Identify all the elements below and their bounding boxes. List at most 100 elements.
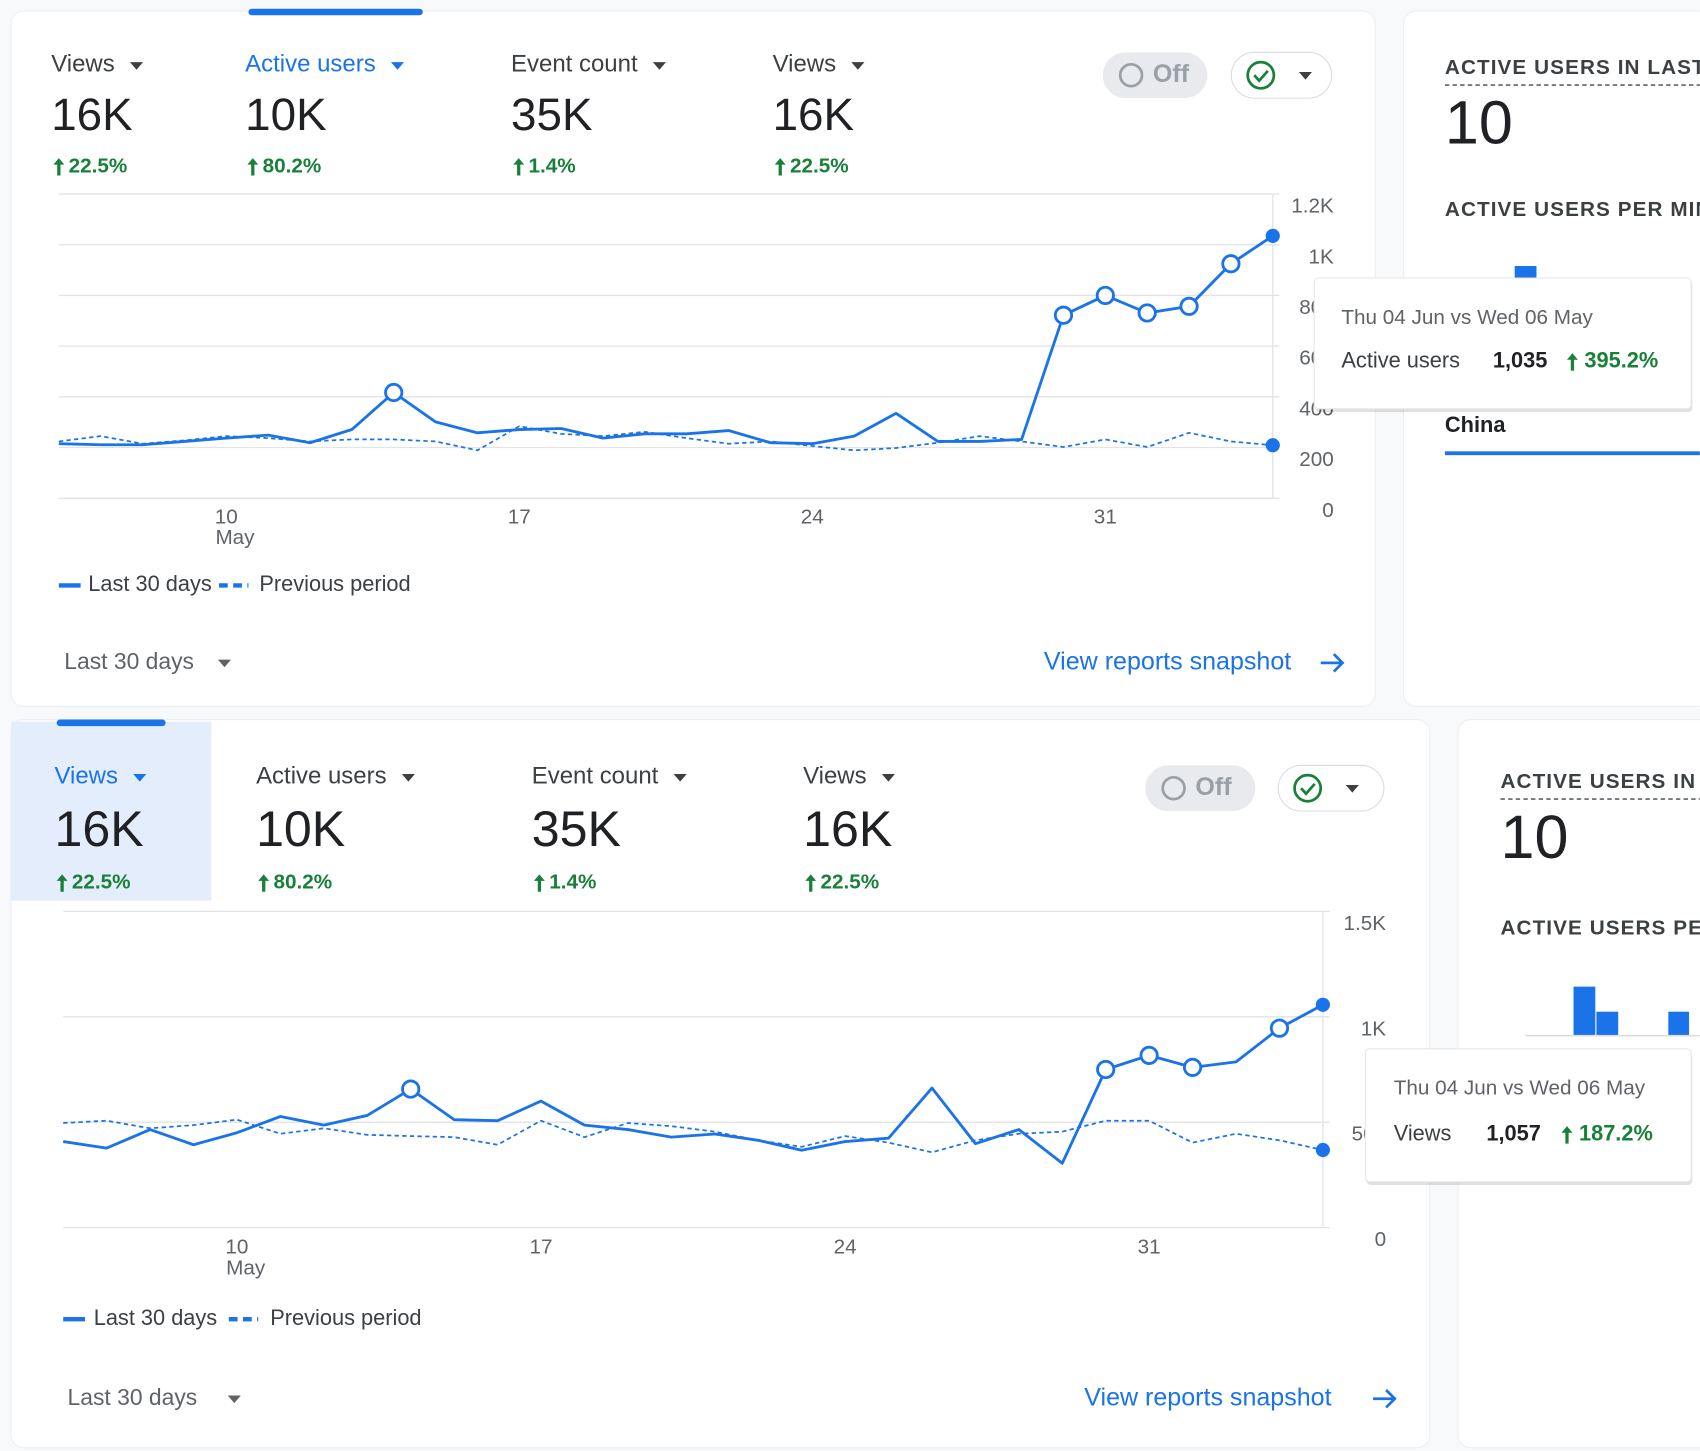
up-arrow-icon (513, 158, 525, 176)
realtime-title: ACTIVE USERS IN LAST 3 (1445, 56, 1700, 79)
x-month-label: May (226, 1256, 266, 1279)
date-range[interactable]: Last 30 days (68, 1384, 198, 1410)
country-label: China (1445, 412, 1506, 437)
per-minute-title: ACTIVE USERS PER MINU (1445, 198, 1700, 221)
tab-indicator (56, 719, 166, 727)
metric-value: 16K (773, 89, 855, 140)
status-check (1300, 782, 1316, 796)
end-point (1315, 1142, 1330, 1158)
dropdown-caret (401, 774, 415, 782)
up-arrow-icon (56, 874, 68, 892)
anomaly-marker (1096, 1059, 1116, 1080)
up-arrow-icon (774, 158, 786, 176)
tooltip-value: 1,057 (1486, 1121, 1541, 1146)
metric-label[interactable]: Views (54, 763, 118, 790)
tooltip (1313, 277, 1692, 410)
toggle-label: Off (1195, 773, 1232, 801)
metric-value: 16K (54, 801, 143, 857)
legend-label: Previous period (259, 571, 410, 596)
y-tick-label: 1K (1308, 245, 1333, 268)
up-arrow-icon (1561, 1126, 1573, 1144)
anomaly-marker (401, 1079, 421, 1099)
dropdown-caret (217, 659, 232, 668)
x-month-label: May (215, 526, 255, 549)
snapshot-link[interactable]: View reports snapshot (1084, 1383, 1331, 1411)
x-tick-label: 17 (530, 1236, 553, 1259)
x-tick-label: 24 (834, 1236, 857, 1259)
up-arrow-icon (805, 874, 817, 892)
tooltip-change: 187.2% (1579, 1121, 1653, 1146)
metric-value: 16K (51, 89, 133, 140)
dropdown-caret (673, 774, 687, 782)
realtime-count: 10 (1445, 89, 1513, 157)
metric-change: 80.2% (263, 154, 322, 177)
toggle-icon (1118, 62, 1144, 88)
dropdown-caret (1298, 71, 1312, 80)
status-icon (1293, 773, 1323, 803)
y-tick-label: 1.5K (1344, 912, 1387, 935)
metric-label[interactable]: Views (773, 51, 837, 78)
per-minute-bar (1596, 1011, 1619, 1036)
y-tick-label: 200 (1299, 448, 1334, 471)
up-arrow-icon (533, 874, 545, 892)
country-bar (1444, 451, 1700, 456)
y-tick-label: 0 (1322, 499, 1334, 522)
metric-label[interactable]: Event count (532, 763, 659, 790)
link-arrow (1320, 653, 1345, 673)
selected-tab-bg (10, 721, 212, 901)
metric-change: 22.5% (790, 154, 849, 177)
end-point (1265, 228, 1280, 243)
card (10, 10, 1376, 707)
anomaly-marker (1053, 305, 1074, 325)
date-range[interactable]: Last 30 days (64, 648, 194, 674)
metric-change: 22.5% (72, 871, 131, 894)
dropdown-caret (129, 62, 144, 70)
dropdown-caret (227, 1395, 241, 1404)
metric-value: 10K (256, 801, 345, 857)
anomaly-marker (1095, 285, 1115, 306)
dropdown-caret (851, 62, 865, 70)
tab-indicator (248, 8, 423, 16)
metric-label[interactable]: Active users (256, 763, 387, 790)
anomaly-marker (1137, 303, 1157, 323)
metric-change: 1.4% (529, 154, 576, 177)
anomaly-marker (384, 382, 404, 403)
tooltip-metric: Views (1394, 1121, 1452, 1146)
end-point (1265, 438, 1280, 453)
metric-value: 35K (532, 801, 621, 857)
y-tick-label: 1K (1361, 1017, 1386, 1040)
link-arrow (1373, 1389, 1397, 1409)
per-minute-bar (1514, 266, 1537, 280)
up-arrow-icon (1566, 353, 1578, 371)
dropdown-caret (652, 62, 666, 70)
anomaly-marker (1221, 254, 1241, 274)
dropdown-caret (390, 62, 405, 70)
status-icon (1246, 60, 1276, 90)
metric-label[interactable]: Views (803, 763, 867, 790)
metric-label[interactable]: Event count (511, 51, 638, 78)
tooltip (1364, 1048, 1692, 1183)
toggle-icon (1161, 775, 1186, 801)
metric-change: 1.4% (549, 871, 596, 894)
y-tick-label: 0 (1375, 1228, 1387, 1251)
metric-value: 16K (803, 801, 892, 857)
up-arrow-icon (247, 158, 259, 176)
snapshot-link[interactable]: View reports snapshot (1044, 647, 1291, 675)
x-tick-label: 10 (225, 1236, 248, 1259)
x-tick-label: 24 (801, 505, 824, 528)
tooltip-metric: Active users (1341, 348, 1460, 373)
tooltip-change: 395.2% (1584, 348, 1658, 373)
anomaly-marker (1179, 296, 1199, 316)
per-minute-bar (1668, 1011, 1690, 1036)
realtime-title: ACTIVE USERS IN L (1501, 770, 1700, 793)
metric-label[interactable]: Views (51, 51, 115, 78)
per-minute-bar (1573, 986, 1596, 1036)
per-minute-title: ACTIVE USERS PEF (1501, 916, 1700, 939)
toggle-label: Off (1153, 60, 1190, 88)
x-tick-label: 31 (1138, 1236, 1161, 1259)
tooltip-title: Thu 04 Jun vs Wed 06 May (1341, 306, 1593, 329)
y-tick-label: 1.2K (1291, 195, 1334, 218)
metric-value: 10K (245, 89, 327, 140)
metric-label[interactable]: Active users (245, 51, 376, 78)
